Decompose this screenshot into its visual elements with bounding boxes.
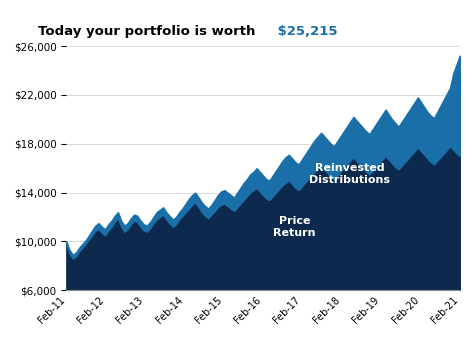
Text: Today your portfolio is worth: Today your portfolio is worth — [38, 25, 255, 38]
Text: Price
Return: Price Return — [273, 216, 316, 238]
Text: Reinvested
Distributions: Reinvested Distributions — [309, 164, 390, 185]
Text: $25,215: $25,215 — [273, 25, 337, 38]
